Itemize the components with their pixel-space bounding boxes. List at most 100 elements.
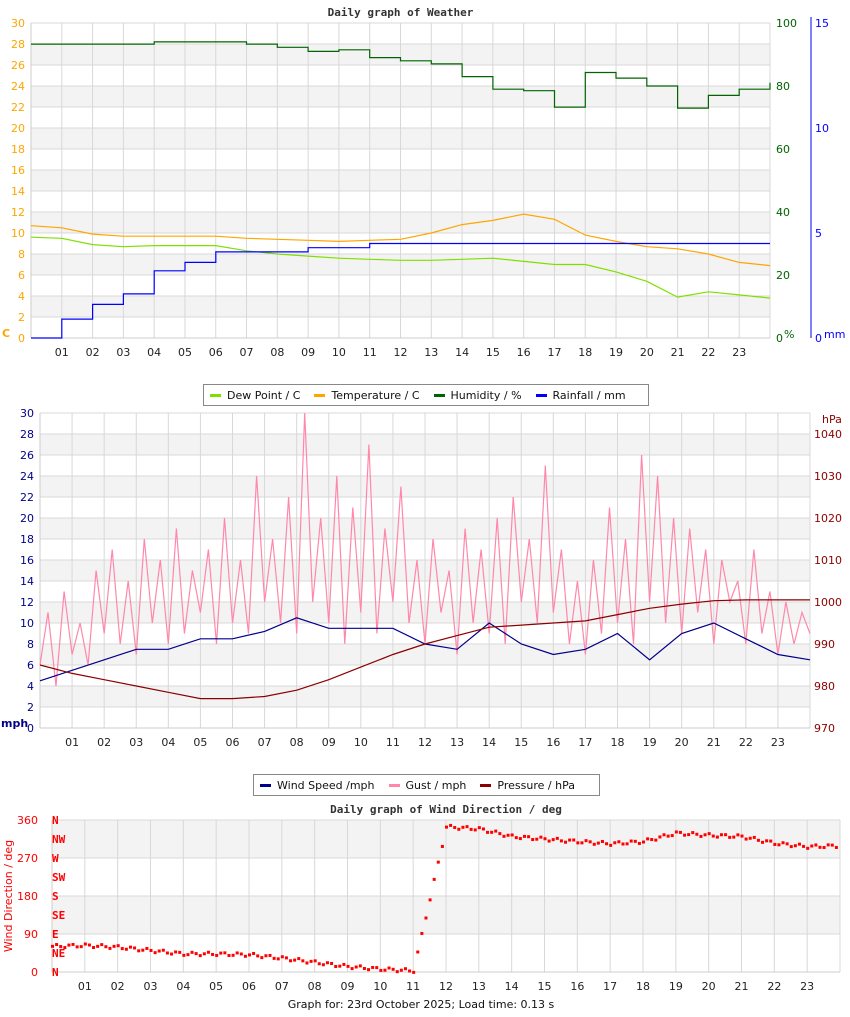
series-line-pressure	[39, 599, 810, 700]
wind-direction-point	[568, 838, 572, 842]
wind-direction-point	[539, 835, 543, 839]
hour-tick-label: 22	[701, 346, 715, 359]
y-tick-label: 30	[20, 407, 34, 420]
wind-direction-point	[92, 946, 96, 950]
hour-tick-label: 04	[176, 980, 190, 993]
y-tick-label: 12	[11, 206, 25, 219]
hour-tick-label: 15	[538, 980, 552, 993]
hour-tick-label: 18	[636, 980, 650, 993]
wind-direction-point	[206, 950, 210, 954]
hour-tick-label: 21	[671, 346, 685, 359]
y-tick-label: 6	[18, 269, 25, 282]
y-tick-label: 4	[18, 290, 25, 303]
wind-direction-point	[354, 965, 358, 969]
wind-direction-point	[424, 916, 428, 920]
wind-direction-point	[453, 826, 457, 830]
wind-direction-point	[215, 953, 219, 957]
wind-direction-point	[535, 837, 539, 841]
wind-direction-point	[149, 948, 153, 952]
wind-direction-point	[600, 840, 604, 844]
wind-direction-point	[338, 964, 342, 968]
wind-direction-point	[719, 833, 723, 837]
hour-tick-label: 17	[578, 736, 592, 749]
wind-direction-point	[646, 837, 650, 841]
y2-tick-label: 980	[814, 680, 835, 693]
wind-direction-point	[104, 945, 108, 949]
wind-direction-point	[781, 841, 785, 845]
wind-direction-point	[399, 968, 403, 972]
legend-swatch	[480, 784, 492, 787]
hour-tick-label: 14	[455, 346, 469, 359]
wind-direction-point	[564, 840, 568, 844]
hour-tick-label: 09	[322, 736, 336, 749]
compass-label: S	[52, 890, 59, 903]
wind-direction-point	[412, 970, 416, 974]
wind-direction-point	[711, 834, 715, 838]
wind-direction-point	[473, 828, 477, 832]
y2-tick-label: 1010	[814, 554, 842, 567]
hour-tick-label: 10	[373, 980, 387, 993]
wind-direction-point	[161, 948, 165, 952]
hour-tick-label: 10	[354, 736, 368, 749]
hour-tick-label: 08	[290, 736, 304, 749]
wind-direction-point	[818, 845, 822, 849]
wind-direction-point	[194, 952, 198, 956]
wind-direction-point	[642, 840, 645, 844]
compass-label: NW	[52, 833, 66, 846]
wind-direction-point	[391, 967, 395, 971]
wind-direction-point	[658, 835, 662, 839]
wind-direction-point	[576, 841, 580, 845]
wind-direction-point	[687, 833, 691, 837]
wind-direction-point	[63, 946, 67, 950]
legend-item-rainfall: Rainfall / mm	[535, 389, 626, 402]
wind-direction-point	[674, 830, 678, 834]
y2-tick-label: 40	[776, 206, 790, 219]
wind-direction-point	[137, 949, 141, 953]
y2-tick-label: 1030	[814, 470, 842, 483]
y-tick-label: 24	[20, 470, 34, 483]
wind-direction-point	[683, 833, 687, 837]
wind-direction-point	[346, 964, 350, 968]
wind-direction-point	[256, 954, 260, 958]
wind-direction-point	[428, 898, 432, 902]
wind-direction-point	[588, 840, 592, 844]
wind-direction-point	[174, 950, 178, 954]
wind-direction-point	[264, 954, 268, 958]
hour-tick-label: 12	[418, 736, 432, 749]
wind-direction-point	[572, 838, 576, 842]
wind-direction-point	[313, 959, 317, 963]
wind-direction-point	[198, 954, 202, 958]
wind-direction-point	[498, 832, 502, 836]
wind-direction-point	[272, 956, 276, 960]
wind-direction-point	[395, 970, 399, 974]
wind-direction-point	[797, 842, 801, 846]
wind-direction-point	[481, 827, 485, 831]
hour-tick-label: 14	[482, 736, 496, 749]
y-tick-label: 22	[11, 101, 25, 114]
wind-direction-point	[178, 950, 182, 954]
wind-direction-point	[231, 953, 235, 957]
hour-tick-label: 13	[450, 736, 464, 749]
wind-direction-point	[403, 967, 407, 971]
y3-axis-label: mm	[824, 328, 845, 341]
y2-tick-label: 1040	[814, 428, 842, 441]
wind-direction-point	[580, 841, 584, 845]
wind-direction-point	[321, 963, 325, 967]
y-tick-label: 26	[11, 59, 25, 72]
compass-label: SW	[52, 871, 66, 884]
wind-direction-point	[785, 842, 789, 846]
legend-swatch	[314, 394, 326, 397]
hour-tick-label: 07	[258, 736, 272, 749]
wind-direction-point	[518, 837, 522, 841]
wind-legend: Wind Speed /mph Gust / mph Pressure / hP…	[253, 774, 600, 796]
wind-direction-point	[96, 944, 100, 948]
wind-direction-point	[596, 841, 600, 845]
y2-tick-label: 100	[776, 17, 797, 30]
wind-direction-point	[276, 957, 280, 961]
y2-tick-label: 1000	[814, 596, 842, 609]
hour-tick-label: 12	[394, 346, 408, 359]
hour-tick-label: 08	[270, 346, 284, 359]
series-line-temperature	[30, 213, 771, 267]
